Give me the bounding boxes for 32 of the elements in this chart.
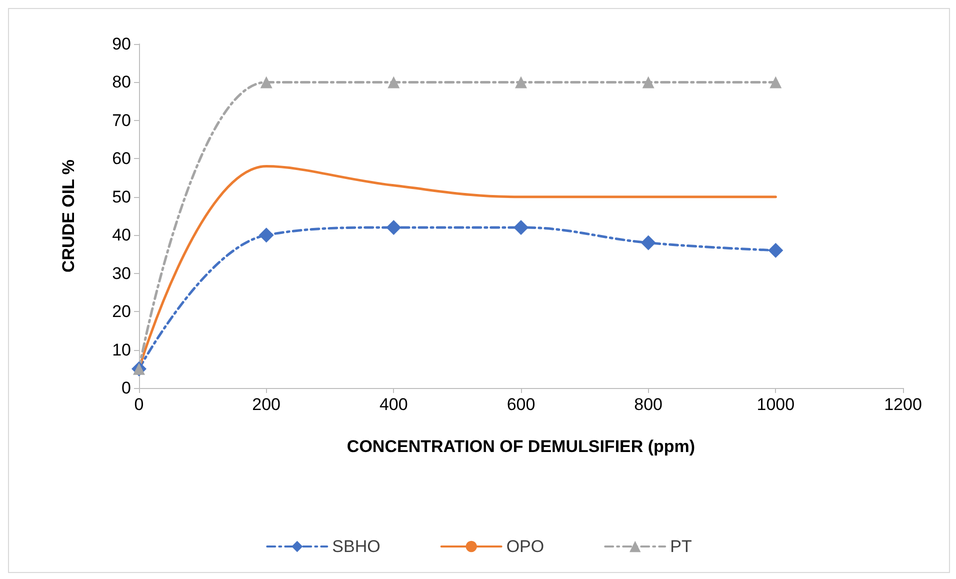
legend-label: PT — [670, 537, 692, 556]
x-tick-label: 400 — [379, 395, 408, 414]
y-tick-label: 70 — [112, 110, 131, 130]
point — [770, 76, 782, 88]
point — [388, 76, 400, 88]
legend-label: SBHO — [332, 537, 380, 556]
x-tick-label: 1000 — [756, 395, 795, 414]
x-tick-label: 200 — [252, 395, 281, 414]
x-tick-label: 1200 — [884, 395, 922, 414]
y-tick-label: 50 — [112, 187, 131, 206]
y-tick-label: 90 — [112, 34, 131, 54]
point — [386, 220, 402, 235]
point — [515, 76, 527, 88]
y-tick-label: 40 — [112, 226, 131, 245]
y-tick-label: 30 — [112, 264, 131, 283]
y-tick-label: 60 — [112, 149, 131, 168]
y-tick-label: 80 — [112, 72, 131, 92]
legend-label: OPO — [506, 537, 544, 556]
point — [640, 235, 656, 250]
point — [260, 76, 272, 88]
point — [258, 228, 274, 243]
point — [642, 76, 654, 88]
y-tick-label: 20 — [112, 302, 131, 322]
y-tick-label: 0 — [122, 378, 131, 398]
x-tick-label: 600 — [506, 395, 536, 414]
y-tick-label: 10 — [112, 340, 131, 360]
x-tick-label: 0 — [134, 395, 144, 414]
point — [768, 242, 784, 258]
x-axis-title: CONCENTRATION OF DEMULSIFIER (ppm) — [346, 437, 696, 456]
x-tick-label: 800 — [634, 395, 663, 414]
point — [514, 220, 528, 235]
y-axis-title: CRUDE OIL % — [59, 159, 78, 273]
